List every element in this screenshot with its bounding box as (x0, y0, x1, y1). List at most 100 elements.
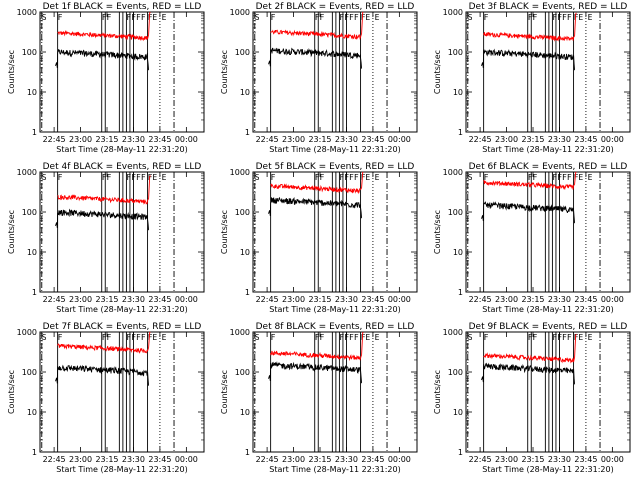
plot-frame (39, 11, 205, 133)
x-tick-label: 23:45 (148, 295, 171, 304)
y-tick-label: 10 (27, 408, 37, 417)
flag-marker: E (588, 173, 593, 182)
x-tick-label: 00:00 (601, 455, 624, 464)
y-tick-label: 10 (27, 248, 37, 257)
panel-det-9: Det 9f BLACK = Events, RED = LLD 1 10 100 10… (433, 322, 631, 474)
x-tick-label: 23:00 (282, 135, 305, 144)
series-events-line (481, 362, 576, 385)
panel-det-3: Det 3f BLACK = Events, RED = LLD 1 10 100 10… (433, 2, 631, 154)
plot-frame (465, 11, 631, 133)
plot-frame (39, 331, 205, 453)
x-tick-label: 23:15 (95, 455, 118, 464)
series-lld-line (483, 12, 577, 42)
panel-det-2: Det 2f BLACK = Events, RED = LLD 1 10 100 10… (220, 2, 418, 154)
x-axis-label: Start Time (28-May-11 22:31:20) (269, 145, 400, 154)
y-axis-label: Counts/sec (220, 370, 229, 414)
flag-marker: FFFF (552, 173, 571, 182)
flag-marker: S (255, 173, 260, 182)
y-tick-label: 1 (245, 128, 250, 137)
flag-marker: FE (574, 13, 584, 22)
x-tick-label: 23:45 (574, 135, 597, 144)
y-tick-label: 1000 (17, 168, 37, 177)
flag-marker: S (42, 13, 47, 22)
flag-marker: F (58, 173, 63, 182)
flag-marker: E (162, 13, 167, 22)
plot-frame (252, 11, 418, 133)
x-tick-label: 23:30 (548, 455, 571, 464)
x-tick-label: 22:45 (256, 295, 279, 304)
flag-marker: S (42, 173, 47, 182)
y-tick-label: 10 (453, 248, 463, 257)
y-tick-label: 1 (32, 448, 37, 457)
x-tick-label: 23:45 (361, 295, 384, 304)
flag-marker: F (58, 13, 63, 22)
y-tick-label: 10 (240, 88, 250, 97)
y-tick-label: 1000 (443, 8, 463, 17)
flag-marker: FE (361, 13, 371, 22)
x-tick-label: 23:45 (574, 295, 597, 304)
x-tick-label: 23:00 (495, 295, 518, 304)
panel-title: Det 9f BLACK = Events, RED = LLD (469, 322, 628, 332)
series-lld-line (270, 171, 364, 195)
series-events-line (55, 208, 150, 231)
y-tick-label: 1 (245, 288, 250, 297)
y-axis-label: Counts/sec (433, 370, 442, 414)
flag-marker: FFFF (126, 13, 145, 22)
series-lld-line (57, 331, 151, 354)
flag-marker: E (588, 13, 593, 22)
x-axis-label: Start Time (28-May-11 22:31:20) (56, 305, 187, 314)
x-tick-label: 23:30 (548, 295, 571, 304)
y-tick-label: 1 (458, 128, 463, 137)
panel-det-4: Det 4f BLACK = Events, RED = LLD 1 10 100 10… (7, 162, 205, 314)
x-axis-label: Start Time (28-May-11 22:31:20) (482, 145, 613, 154)
flag-marker: E (375, 333, 380, 342)
x-tick-label: 23:15 (308, 295, 331, 304)
flag-marker: FFFF (126, 173, 145, 182)
y-tick-label: 1000 (443, 328, 463, 337)
series-lld-line (270, 11, 364, 41)
x-tick-label: 00:00 (175, 295, 198, 304)
x-tick-label: 23:30 (122, 135, 145, 144)
y-tick-label: 10 (240, 248, 250, 257)
x-tick-label: 00:00 (175, 455, 198, 464)
x-tick-label: 23:30 (548, 135, 571, 144)
flag-marker: E (588, 333, 593, 342)
series-lld-line (483, 333, 577, 364)
x-axis-label: Start Time (28-May-11 22:31:20) (482, 305, 613, 314)
x-tick-label: 22:45 (43, 455, 66, 464)
x-tick-label: 23:30 (335, 135, 358, 144)
panel-title: Det 5f BLACK = Events, RED = LLD (256, 162, 415, 172)
y-tick-label: 1 (32, 288, 37, 297)
x-tick-label: 23:45 (148, 135, 171, 144)
flag-marker: E (375, 173, 380, 182)
flag-marker: FF (528, 173, 538, 182)
panel-title: Det 8f BLACK = Events, RED = LLD (256, 322, 415, 332)
y-tick-label: 1 (458, 448, 463, 457)
x-tick-label: 00:00 (388, 295, 411, 304)
y-axis-label: Counts/sec (7, 50, 16, 94)
flag-marker: F (484, 173, 489, 182)
flag-marker: S (255, 333, 260, 342)
x-tick-label: 23:30 (122, 455, 145, 464)
flag-marker: FFFF (552, 333, 571, 342)
y-tick-label: 1000 (230, 8, 250, 17)
flag-marker: FF (528, 333, 538, 342)
y-tick-label: 1 (245, 448, 250, 457)
x-tick-label: 23:15 (521, 295, 544, 304)
x-tick-label: 22:45 (43, 295, 66, 304)
flag-marker: F (58, 333, 63, 342)
y-tick-label: 10 (240, 408, 250, 417)
y-axis-label: Counts/sec (433, 210, 442, 254)
series-lld-line (483, 171, 577, 191)
plot-frame (252, 171, 418, 293)
series-events-line (268, 47, 363, 69)
x-tick-label: 23:30 (335, 455, 358, 464)
x-tick-label: 23:45 (361, 455, 384, 464)
flag-marker: F (484, 333, 489, 342)
flag-marker: E (162, 173, 167, 182)
flag-marker: FE (361, 333, 371, 342)
y-axis-label: Counts/sec (220, 210, 229, 254)
x-tick-label: 23:15 (95, 295, 118, 304)
y-tick-label: 100 (235, 48, 250, 57)
